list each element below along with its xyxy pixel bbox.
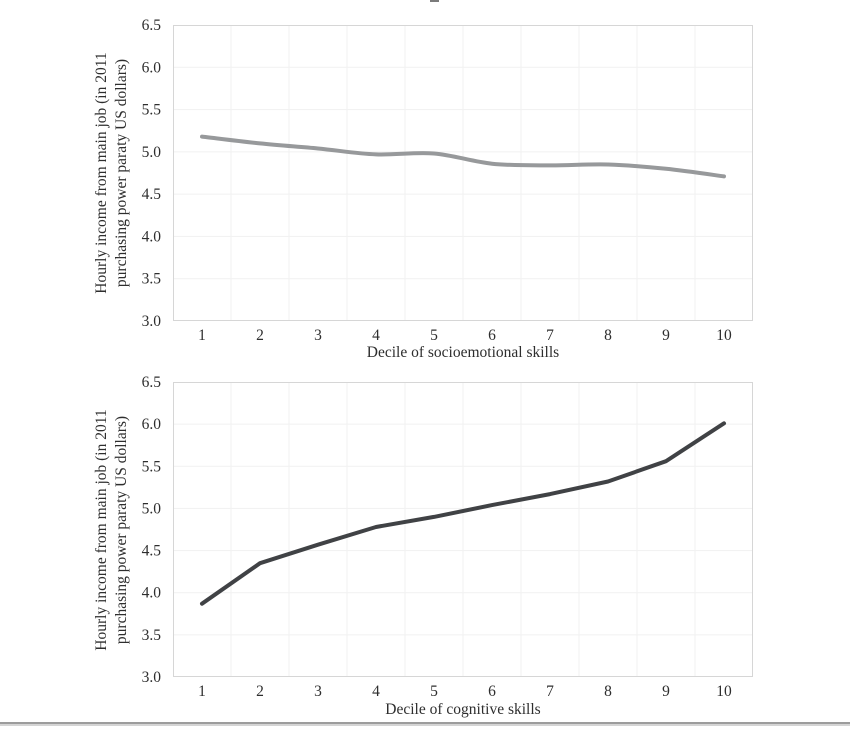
y-tick-label: 4.0: [142, 228, 162, 245]
x-tick-label: 4: [372, 327, 380, 344]
y-tick-label: 4.0: [142, 585, 162, 602]
x-tick-label: 5: [430, 683, 438, 700]
y-tick-label: 3.0: [142, 313, 162, 330]
x-tick-label: 10: [716, 327, 732, 344]
plot-border: [173, 382, 753, 677]
x-tick-label: 2: [256, 327, 264, 344]
y-tick-label: 3.5: [142, 627, 162, 644]
chart-socioemotional-skills: Hourly income from main job (in 2011 pur…: [0, 0, 850, 361]
y-tick-label: 5.5: [142, 102, 162, 119]
x-tick-label: 5: [430, 327, 438, 344]
y-tick-label: 5.0: [142, 500, 162, 517]
x-tick-label: 1: [198, 683, 206, 700]
y-tick-label: 6.0: [142, 416, 162, 433]
plot-area-socioemotional: 6.5 6.0 5.5 5.0 4.5 4.0 3.5 3.0 1 2 3 4 5 6 7 8 9 10: [142, 17, 753, 344]
y-tick-label: 6.0: [142, 59, 162, 76]
x-tick-label: 2: [256, 683, 264, 700]
x-tick-label: 8: [604, 327, 612, 344]
y-tick-label: 6.5: [142, 374, 162, 391]
x-tick-label: 1: [198, 327, 206, 344]
y-tick-label: 4.5: [142, 543, 162, 560]
x-axis-title: Decile of cognitive skills: [385, 701, 541, 718]
y-tick-label: 3.0: [142, 669, 162, 686]
x-tick-label: 6: [488, 327, 496, 344]
y-tick-label: 5.5: [142, 458, 162, 475]
x-tick-label: 7: [546, 683, 554, 700]
y-tick-label: 5.0: [142, 144, 162, 161]
x-tick-label: 10: [716, 683, 732, 700]
chart-cognitive-skills: Hourly income from main job (in 2011 pur…: [0, 357, 850, 718]
y-tick-label: 4.5: [142, 186, 162, 203]
plot-border: [173, 25, 753, 321]
x-tick-label: 9: [662, 683, 670, 700]
y-tick-label: 3.5: [142, 271, 162, 288]
x-tick-label: 3: [314, 683, 322, 700]
x-tick-label: 7: [546, 327, 554, 344]
plot-area-cognitive: 6.5 6.0 5.5 5.0 4.5 4.0 3.5 3.0 1 2 3 4 5 6 7 8 9 10: [142, 374, 753, 700]
x-tick-label: 4: [372, 683, 380, 700]
x-tick-label: 6: [488, 683, 496, 700]
bottom-divider: [0, 722, 850, 724]
x-tick-label: 8: [604, 683, 612, 700]
x-tick-label: 9: [662, 327, 670, 344]
series-line: [200, 421, 726, 606]
y-tick-label: 6.5: [142, 17, 162, 34]
x-tick-label: 3: [314, 327, 322, 344]
cut-off-text-fragment: [430, 0, 439, 2]
x-axis-title: Decile of socioemotional skills: [366, 344, 560, 361]
series-line: [200, 134, 726, 179]
